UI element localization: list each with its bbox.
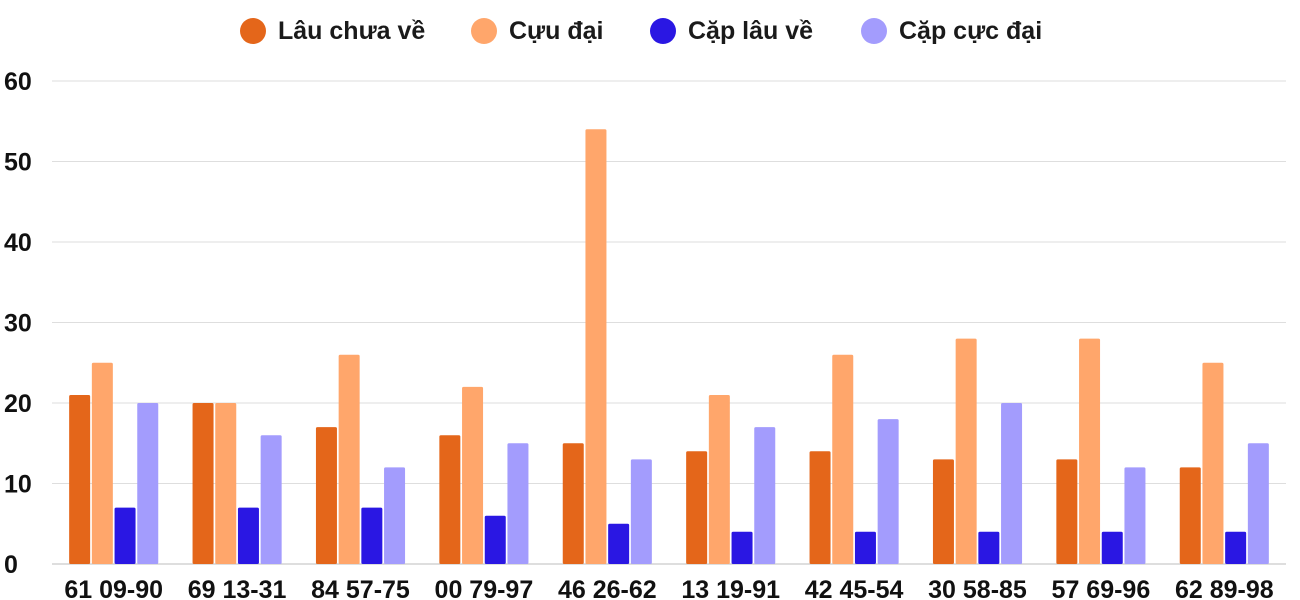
- bar: [708, 394, 730, 564]
- bar: [608, 523, 630, 564]
- x-tick-label: 61 09-90: [64, 576, 163, 600]
- y-tick-label: 10: [4, 471, 32, 499]
- bar: [338, 354, 360, 564]
- legend-label: Cựu đại: [509, 16, 604, 45]
- legend-swatch: [471, 18, 497, 44]
- bar: [215, 403, 237, 564]
- bar: [731, 531, 753, 564]
- x-tick-label: 69 13-31: [188, 576, 287, 600]
- legend-label: Lâu chưa về: [278, 16, 426, 45]
- y-tick-label: 20: [4, 390, 32, 418]
- legend-swatch: [861, 18, 887, 44]
- bar: [114, 507, 136, 564]
- bar: [192, 403, 214, 564]
- bar: [1202, 362, 1224, 564]
- bar: [809, 451, 831, 564]
- bar: [507, 443, 529, 564]
- bar: [955, 338, 977, 564]
- x-tick-label: 57 69-96: [1052, 576, 1151, 600]
- bar: [315, 427, 337, 564]
- bar: [1124, 467, 1146, 564]
- y-tick-label: 30: [4, 310, 32, 338]
- x-tick-label: 46 26-62: [558, 576, 657, 600]
- legend-item-cap-lau-ve[interactable]: Cặp lâu về: [650, 14, 813, 48]
- bar: [585, 129, 607, 565]
- legend-label: Cặp lâu về: [688, 16, 814, 45]
- bar: [91, 362, 113, 564]
- x-tick-label: 62 89-98: [1175, 576, 1274, 600]
- legend-item-cuu-dai[interactable]: Cựu đại: [471, 14, 604, 48]
- x-tick-label: 84 57-75: [311, 576, 410, 600]
- x-tick-label: 13 19-91: [681, 576, 780, 600]
- bar: [1247, 443, 1269, 564]
- x-tick-label: 30 58-85: [928, 576, 1027, 600]
- bar: [877, 419, 899, 564]
- x-tick-label: 00 79-97: [435, 576, 534, 600]
- x-tick-label: 42 45-54: [805, 576, 904, 600]
- bar: [1179, 467, 1201, 564]
- bar: [69, 394, 91, 564]
- bar: [137, 403, 159, 564]
- bar: [630, 459, 652, 564]
- bar: [562, 443, 584, 564]
- bar: [439, 435, 461, 564]
- bar: [361, 507, 383, 564]
- y-tick-label: 60: [4, 68, 32, 96]
- legend-item-cap-cuc-dai[interactable]: Cặp cực đại: [861, 14, 1042, 48]
- bar: [237, 507, 259, 564]
- bar: [384, 467, 406, 564]
- legend-swatch: [650, 18, 676, 44]
- y-tick-label: 40: [4, 229, 32, 257]
- bar: [1101, 531, 1123, 564]
- bar: [462, 386, 484, 564]
- chart-legend: Lâu chưa về Cựu đại Cặp lâu về Cặp cực đ…: [0, 14, 1300, 48]
- bar: [686, 451, 708, 564]
- bar: [1056, 459, 1078, 564]
- bar: [854, 531, 876, 564]
- bars: [69, 129, 1269, 565]
- legend-label: Cặp cực đại: [899, 16, 1043, 45]
- y-tick-label: 50: [4, 149, 32, 177]
- y-axis: 0 10 20 30 40 50 60: [4, 68, 32, 579]
- bar: [260, 435, 282, 564]
- x-axis: 61 09-90 69 13-31 84 57-75 00 79-97 46 26-62…: [64, 576, 1273, 600]
- bar: [484, 515, 506, 564]
- bar: [754, 427, 776, 564]
- bar: [832, 354, 854, 564]
- bar: [978, 531, 1000, 564]
- legend-swatch: [240, 18, 266, 44]
- legend-item-lau-chua-ve[interactable]: Lâu chưa về: [240, 14, 425, 48]
- gridlines: [52, 80, 1286, 565]
- bar: [1225, 531, 1247, 564]
- bar: [1001, 403, 1023, 564]
- bar: [1079, 338, 1101, 564]
- bar: [932, 459, 954, 564]
- y-tick-label: 0: [4, 551, 18, 579]
